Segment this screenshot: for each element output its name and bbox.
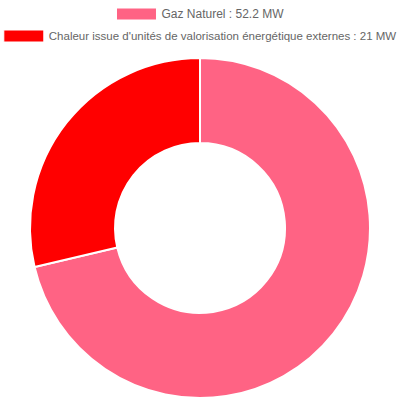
legend-swatch bbox=[4, 30, 44, 42]
legend: Gaz Naturel : 52.2 MW Chaleur issue d'uni… bbox=[4, 7, 397, 42]
legend-label: Gaz Naturel : 52.2 MW bbox=[161, 7, 284, 21]
slices bbox=[30, 58, 370, 398]
chart: Gaz Naturel : 52.2 MW Chaleur issue d'uni… bbox=[0, 0, 400, 400]
slice bbox=[30, 58, 200, 267]
legend-swatch bbox=[116, 8, 156, 20]
legend-label: Chaleur issue d'unités de valorisation é… bbox=[49, 30, 397, 42]
